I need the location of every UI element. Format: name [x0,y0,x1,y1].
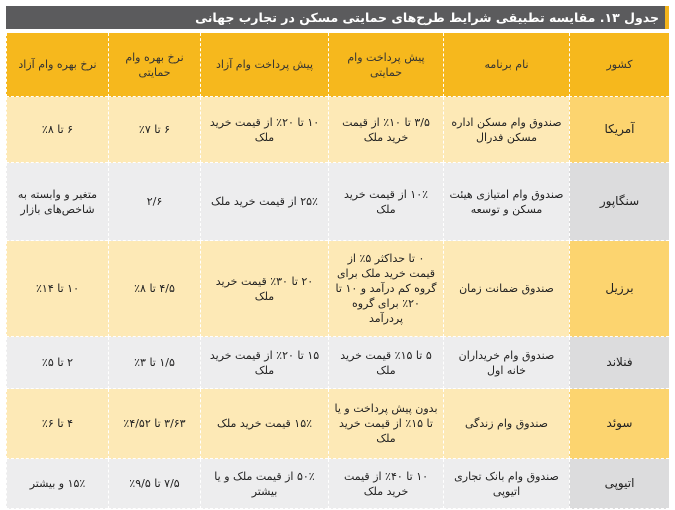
cell-down-payment-free: ۱۵٪ قیمت خرید ملک [200,389,328,459]
header-rate-supported: نرخ بهره وام حمایتی [108,33,200,97]
cell-rate-supported: ۷/۵ تا ۹/۵٪ [108,459,200,509]
cell-country: فنلاند [569,337,669,389]
cell-down-payment-supported: ۳/۵ تا ۱۰٪ از قیمت خرید ملک [328,97,443,163]
table-row: برزیل صندوق ضمانت زمان ۰ تا حداکثر ۵٪ از… [6,241,669,337]
comparison-table: کشور نام برنامه پیش پرداخت وام حمایتی پی… [6,33,669,509]
cell-rate-free: ۲ تا ۵٪ [6,337,108,389]
cell-down-payment-supported: بدون پیش پرداخت و یا تا ۱۵٪ از قیمت خرید… [328,389,443,459]
cell-rate-free: ۶ تا ۸٪ [6,97,108,163]
cell-down-payment-free: ۲۵٪ از قیمت خرید ملک [200,163,328,241]
header-down-payment-supported: پیش پرداخت وام حمایتی [328,33,443,97]
cell-program: صندوق وام امتیازی هیئت مسکن و توسعه [443,163,569,241]
table-title-bar: جدول ۱۳. مقایسه تطبیقی شرایط طرح‌های حما… [6,6,669,29]
cell-rate-free: ۴ تا ۶٪ [6,389,108,459]
cell-rate-free: ۱۰ تا ۱۴٪ [6,241,108,337]
cell-program: صندوق ضمانت زمان [443,241,569,337]
cell-rate-supported: ۱/۵ تا ۳٪ [108,337,200,389]
cell-program: صندوق وام زندگی [443,389,569,459]
table-row: فنلاند صندوق وام خریداران خانه اول ۵ تا … [6,337,669,389]
cell-program: صندوق وام بانک تجاری اتیوپی [443,459,569,509]
cell-down-payment-free: ۵۰٪ از قیمت ملک و یا بیشتر [200,459,328,509]
cell-down-payment-free: ۲۰ تا ۳۰٪ قیمت خرید ملک [200,241,328,337]
cell-program: صندوق وام مسکن اداره مسکن فدرال [443,97,569,163]
cell-rate-supported: ۳/۶۳ تا ۴/۵۲٪ [108,389,200,459]
cell-rate-free: متغیر و وابسته به شاخص‌های بازار [6,163,108,241]
cell-country: سوئد [569,389,669,459]
cell-rate-free: ۱۵٪ و بیشتر [6,459,108,509]
table-row: سوئد صندوق وام زندگی بدون پیش پرداخت و ی… [6,389,669,459]
header-down-payment-free: پیش پرداخت وام آزاد [200,33,328,97]
cell-rate-supported: ۴/۵ تا ۸٪ [108,241,200,337]
cell-country: برزیل [569,241,669,337]
table-row: آمریکا صندوق وام مسکن اداره مسکن فدرال ۳… [6,97,669,163]
cell-down-payment-supported: ۰ تا حداکثر ۵٪ از قیمت خرید ملک برای گرو… [328,241,443,337]
table-row: اتیوپی صندوق وام بانک تجاری اتیوپی ۱۰ تا… [6,459,669,509]
cell-down-payment-supported: ۵ تا ۱۵٪ قیمت خرید ملک [328,337,443,389]
cell-rate-supported: ۲/۶ [108,163,200,241]
table-title: جدول ۱۳. مقایسه تطبیقی شرایط طرح‌های حما… [195,10,659,25]
header-program: نام برنامه [443,33,569,97]
table-row: سنگاپور صندوق وام امتیازی هیئت مسکن و تو… [6,163,669,241]
cell-program: صندوق وام خریداران خانه اول [443,337,569,389]
cell-country: آمریکا [569,97,669,163]
cell-down-payment-supported: ۱۰٪ از قیمت خرید ملک [328,163,443,241]
cell-country: سنگاپور [569,163,669,241]
cell-down-payment-free: ۱۵ تا ۲۰٪ از قیمت خرید ملک [200,337,328,389]
header-country: کشور [569,33,669,97]
cell-rate-supported: ۶ تا ۷٪ [108,97,200,163]
cell-country: اتیوپی [569,459,669,509]
header-rate-free: نرخ بهره وام آزاد [6,33,108,97]
cell-down-payment-supported: ۱۰ تا ۴۰٪ از قیمت خرید ملک [328,459,443,509]
cell-down-payment-free: ۱۰ تا ۲۰٪ از قیمت خرید ملک [200,97,328,163]
title-accent [665,6,669,29]
table-header-row: کشور نام برنامه پیش پرداخت وام حمایتی پی… [6,33,669,97]
